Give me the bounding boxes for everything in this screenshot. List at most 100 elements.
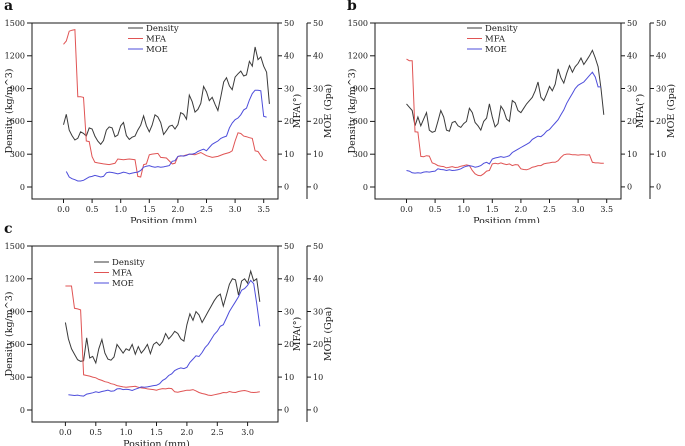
svg-text:0.5: 0.5 bbox=[429, 205, 442, 214]
svg-text:1200: 1200 bbox=[348, 52, 368, 61]
svg-text:1.5: 1.5 bbox=[150, 428, 163, 437]
svg-text:10: 10 bbox=[313, 373, 323, 382]
svg-text:3.0: 3.0 bbox=[229, 205, 242, 214]
svg-text:10: 10 bbox=[284, 373, 294, 382]
svg-text:1500: 1500 bbox=[5, 19, 25, 28]
svg-text:1500: 1500 bbox=[5, 242, 25, 251]
svg-text:1.0: 1.0 bbox=[114, 205, 127, 214]
svg-text:20: 20 bbox=[313, 117, 323, 126]
svg-text:300: 300 bbox=[10, 373, 25, 382]
svg-text:30: 30 bbox=[284, 84, 294, 93]
svg-text:3.0: 3.0 bbox=[572, 205, 585, 214]
svg-text:30: 30 bbox=[627, 84, 637, 93]
svg-text:Density (kg/m^3): Density (kg/m^3) bbox=[4, 69, 15, 154]
svg-text:50: 50 bbox=[313, 242, 323, 251]
svg-text:MFA(°): MFA(°) bbox=[635, 94, 646, 129]
svg-text:40: 40 bbox=[656, 52, 666, 61]
svg-text:40: 40 bbox=[313, 52, 323, 61]
svg-text:0.0: 0.0 bbox=[57, 205, 70, 214]
svg-text:20: 20 bbox=[284, 340, 294, 349]
svg-text:1.5: 1.5 bbox=[143, 205, 156, 214]
svg-text:0: 0 bbox=[20, 406, 25, 415]
svg-text:MOE (Gpa): MOE (Gpa) bbox=[323, 84, 334, 138]
svg-text:2.0: 2.0 bbox=[172, 205, 185, 214]
panel-c: c 0 300 600 900 1200 1500 0.0 0.5 1.0 1.5 2.0 2.5 3.… bbox=[0, 221, 342, 446]
svg-text:20: 20 bbox=[313, 340, 323, 349]
svg-text:300: 300 bbox=[353, 150, 368, 159]
svg-text:30: 30 bbox=[284, 307, 294, 316]
svg-text:0: 0 bbox=[313, 183, 318, 192]
svg-text:1.5: 1.5 bbox=[486, 205, 499, 214]
svg-text:Position (mm): Position (mm) bbox=[123, 439, 190, 446]
svg-text:MFA(°): MFA(°) bbox=[292, 94, 303, 129]
svg-text:Position (mm): Position (mm) bbox=[130, 216, 197, 223]
svg-text:0.5: 0.5 bbox=[86, 205, 99, 214]
svg-text:900: 900 bbox=[10, 84, 25, 93]
panel-a: a 0 300 600 900 1200 1500 0.0 0.5 1.0 1.5 2.0 2.5 3.… bbox=[0, 0, 342, 223]
svg-text:2.0: 2.0 bbox=[515, 205, 528, 214]
svg-text:10: 10 bbox=[284, 150, 294, 159]
svg-text:40: 40 bbox=[284, 52, 294, 61]
panel-letter-a: a bbox=[4, 0, 14, 14]
svg-text:3.0: 3.0 bbox=[241, 428, 254, 437]
svg-text:0: 0 bbox=[627, 183, 632, 192]
svg-text:2.0: 2.0 bbox=[181, 428, 194, 437]
svg-text:600: 600 bbox=[10, 340, 25, 349]
svg-text:0: 0 bbox=[656, 183, 661, 192]
svg-text:Density: Density bbox=[485, 24, 518, 34]
svg-text:10: 10 bbox=[627, 150, 637, 159]
svg-text:1.0: 1.0 bbox=[457, 205, 470, 214]
svg-text:Density (kg/m^3): Density (kg/m^3) bbox=[347, 69, 358, 154]
svg-text:40: 40 bbox=[284, 275, 294, 284]
svg-text:30: 30 bbox=[313, 307, 323, 316]
svg-text:MOE: MOE bbox=[485, 45, 507, 55]
svg-text:2.5: 2.5 bbox=[200, 205, 213, 214]
svg-text:0: 0 bbox=[313, 406, 318, 415]
svg-text:MOE (Gpa): MOE (Gpa) bbox=[323, 307, 334, 361]
panel-letter-b: b bbox=[347, 0, 357, 14]
svg-text:600: 600 bbox=[353, 117, 368, 126]
panel-b: b 0 300 600 900 1200 1500 0.0 0.5 1.0 1.5 2.0 2.5 3.… bbox=[343, 0, 685, 223]
svg-text:20: 20 bbox=[627, 117, 637, 126]
svg-text:MFA: MFA bbox=[146, 35, 167, 45]
svg-text:50: 50 bbox=[313, 19, 323, 28]
svg-text:40: 40 bbox=[313, 275, 323, 284]
svg-text:1.0: 1.0 bbox=[120, 428, 133, 437]
svg-text:10: 10 bbox=[313, 150, 323, 159]
svg-text:0.5: 0.5 bbox=[89, 428, 102, 437]
svg-text:Density: Density bbox=[112, 258, 145, 268]
svg-text:MOE: MOE bbox=[146, 45, 168, 55]
svg-text:0: 0 bbox=[284, 406, 289, 415]
svg-text:40: 40 bbox=[627, 52, 637, 61]
svg-text:900: 900 bbox=[353, 84, 368, 93]
svg-text:20: 20 bbox=[656, 117, 666, 126]
svg-text:30: 30 bbox=[656, 84, 666, 93]
svg-text:2.5: 2.5 bbox=[543, 205, 556, 214]
svg-text:0: 0 bbox=[284, 183, 289, 192]
svg-text:MFA(°): MFA(°) bbox=[292, 317, 303, 352]
svg-text:3.5: 3.5 bbox=[257, 205, 270, 214]
svg-text:10: 10 bbox=[656, 150, 666, 159]
svg-text:50: 50 bbox=[627, 19, 637, 28]
svg-text:3.5: 3.5 bbox=[600, 205, 613, 214]
svg-text:50: 50 bbox=[656, 19, 666, 28]
svg-text:Position (mm): Position (mm) bbox=[473, 216, 540, 223]
svg-text:0: 0 bbox=[363, 183, 368, 192]
svg-text:1200: 1200 bbox=[5, 275, 25, 284]
svg-text:0.0: 0.0 bbox=[59, 428, 72, 437]
svg-text:1500: 1500 bbox=[348, 19, 368, 28]
svg-text:900: 900 bbox=[10, 307, 25, 316]
svg-text:MFA: MFA bbox=[112, 269, 133, 279]
svg-text:2.5: 2.5 bbox=[211, 428, 224, 437]
svg-text:50: 50 bbox=[284, 242, 294, 251]
svg-text:MOE: MOE bbox=[112, 279, 134, 289]
panel-letter-c: c bbox=[4, 221, 13, 237]
svg-text:Density (kg/m^3): Density (kg/m^3) bbox=[4, 292, 15, 377]
svg-text:600: 600 bbox=[10, 117, 25, 126]
svg-text:20: 20 bbox=[284, 117, 294, 126]
svg-text:MOE (Gpa): MOE (Gpa) bbox=[666, 84, 677, 138]
svg-text:1200: 1200 bbox=[5, 52, 25, 61]
